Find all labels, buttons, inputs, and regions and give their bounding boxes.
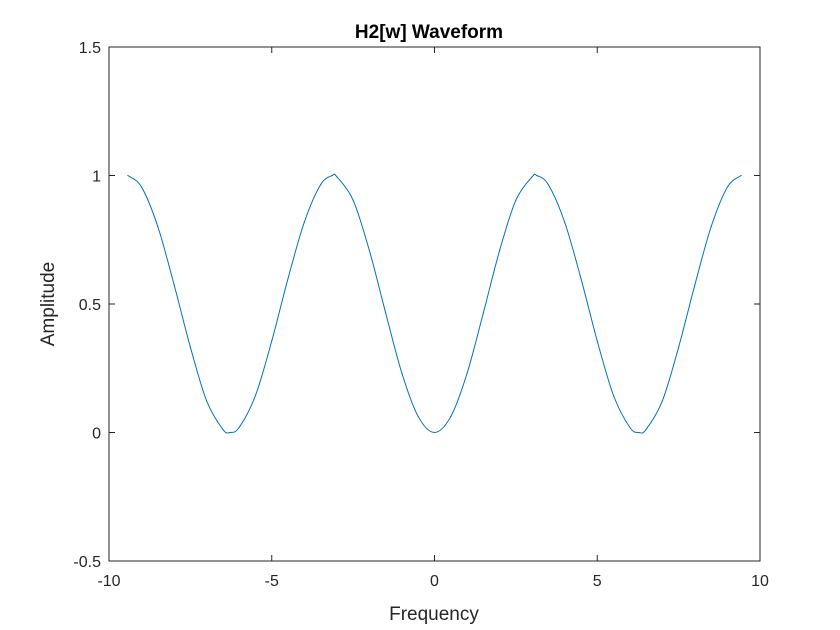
data-point: [229, 431, 231, 434]
x-tick-label: 10: [751, 573, 769, 590]
data-point: [580, 277, 582, 280]
data-point: [336, 176, 338, 178]
data-point: [331, 174, 333, 177]
tick-marks: [108, 46, 761, 562]
data-point: [352, 199, 354, 201]
y-tick-label: 1: [92, 169, 101, 186]
data-point: [287, 277, 289, 280]
x-tick-labels: -10 -5 0 5 10: [97, 573, 769, 590]
data-point: [433, 431, 436, 434]
data-point: [385, 312, 387, 314]
y-axis-label: Amplitude: [38, 262, 59, 347]
data-point: [417, 415, 419, 418]
data-point: [564, 221, 566, 223]
data-point: [466, 372, 468, 374]
data-point: [254, 394, 257, 397]
data-point: [222, 428, 224, 431]
data-point: [638, 431, 640, 434]
data-point: [612, 394, 615, 397]
data-point: [531, 176, 533, 178]
data-point: [140, 186, 143, 188]
data-point: [189, 346, 191, 348]
y-tick-label: 0: [92, 426, 101, 443]
data-point: [238, 426, 240, 428]
plot-area: [108, 46, 761, 562]
data-point: [547, 184, 550, 186]
data-point: [710, 226, 712, 228]
x-tick-label: 5: [593, 573, 602, 590]
chart-title: H2[w] Waveform: [355, 22, 503, 43]
data-point: [368, 249, 370, 252]
data-point: [499, 249, 501, 252]
data-point: [173, 284, 175, 286]
y-tick-label: 1.5: [79, 40, 101, 57]
y-tick-label: -0.5: [73, 554, 101, 571]
data-points: [127, 174, 742, 434]
data-point: [515, 199, 517, 201]
data-point: [678, 346, 680, 348]
data-point: [303, 221, 305, 223]
data-point: [726, 186, 729, 188]
data-point: [740, 174, 742, 177]
data-point: [127, 174, 129, 177]
data-point: [482, 312, 484, 314]
x-tick-label: 0: [430, 573, 439, 590]
data-point: [694, 284, 696, 286]
data-point: [629, 426, 631, 428]
data-point: [661, 400, 663, 402]
x-tick-label: -5: [265, 573, 279, 590]
y-tick-labels: -0.5 0 0.5 1 1.5: [73, 40, 101, 571]
x-tick-label: -10: [97, 573, 120, 590]
data-point: [596, 340, 598, 342]
data-point: [271, 340, 273, 342]
data-point: [319, 184, 322, 186]
data-point: [401, 372, 403, 374]
data-point: [645, 428, 647, 431]
data-point: [206, 400, 208, 402]
data-point: [157, 226, 159, 228]
y-tick-label: 0.5: [79, 297, 101, 314]
data-point: [450, 415, 452, 418]
x-axis-label: Frequency: [389, 604, 479, 625]
data-point: [536, 174, 538, 177]
